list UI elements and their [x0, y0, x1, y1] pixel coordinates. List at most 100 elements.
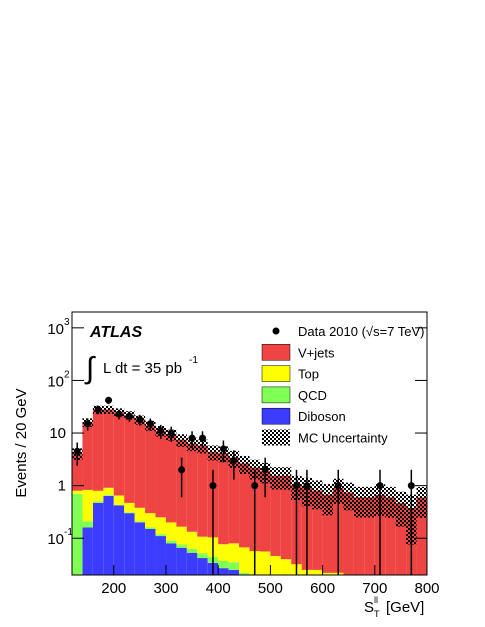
- data-point: [136, 416, 144, 424]
- data-point: [178, 466, 186, 474]
- x-axis-label-sub: T: [374, 609, 380, 619]
- histogram-segment: [186, 548, 198, 553]
- data-point: [251, 482, 259, 490]
- histogram-segment: [155, 534, 166, 537]
- uncertainty-band: [270, 467, 281, 490]
- histogram-segment: [385, 497, 396, 575]
- x-tick-label: 300: [153, 580, 178, 597]
- data-point: [125, 412, 133, 420]
- histogram-segment: [134, 507, 146, 522]
- histogram-segment: [228, 543, 240, 563]
- histogram-segment: [124, 415, 135, 503]
- y-axis-label: Events / 20 GeV: [13, 388, 30, 497]
- histogram-segment: [165, 434, 177, 523]
- histogram-segment: [124, 513, 135, 575]
- y-tick-exponent: 2: [64, 369, 70, 380]
- histogram-segment: [322, 494, 334, 573]
- histogram-segment: [113, 504, 125, 506]
- histogram-segment: [416, 497, 427, 575]
- histogram-segment: [155, 536, 166, 575]
- histogram-segment: [259, 470, 271, 552]
- lumi-exponent: -1: [189, 355, 198, 366]
- histogram-segment: [364, 497, 375, 575]
- histogram-segment: [259, 551, 271, 575]
- legend-label: Diboson: [298, 409, 346, 424]
- histogram-segment: [322, 572, 334, 575]
- x-tick-label: 400: [206, 580, 231, 597]
- histogram-segment: [218, 568, 229, 575]
- experiment-label: ATLAS: [89, 324, 142, 341]
- y-tick-exponent: 3: [64, 317, 70, 328]
- histogram-segment: [134, 419, 146, 508]
- data-point: [73, 447, 81, 455]
- legend-swatch: [261, 407, 291, 425]
- y-tick-label: 10: [47, 373, 64, 390]
- histogram-segment: [176, 544, 187, 548]
- data-point: [188, 434, 196, 442]
- x-tick-label: 600: [310, 580, 335, 597]
- histogram-segment: [280, 559, 292, 575]
- histogram-segment: [312, 490, 323, 570]
- histogram-segment: [270, 475, 281, 556]
- legend-label: MC Uncertainty: [298, 431, 388, 446]
- uncertainty-band: [364, 486, 375, 518]
- data-point: [84, 420, 92, 428]
- y-tick-label: 10: [49, 425, 66, 442]
- histogram-segment: [165, 543, 177, 575]
- histogram-segment: [72, 493, 83, 575]
- uncertainty-band: [176, 434, 187, 447]
- legend-swatch: [261, 386, 291, 404]
- data-point: [376, 482, 384, 490]
- legend-label: Top: [298, 367, 319, 382]
- histogram-segment: [72, 453, 83, 491]
- histogram-segment: [92, 409, 104, 491]
- x-tick-label: 500: [258, 580, 283, 597]
- data-point: [209, 482, 217, 490]
- histogram-segment: [239, 547, 250, 573]
- histogram-segment: [228, 457, 240, 544]
- histogram-segment: [176, 526, 187, 545]
- histogram-segment: [218, 560, 229, 569]
- uncertainty-band: [249, 459, 260, 480]
- uncertainty-band: [416, 486, 427, 518]
- histogram-segment: [103, 487, 114, 496]
- data-point: [334, 482, 342, 490]
- uncertainty-band: [353, 486, 365, 518]
- histogram-segment: [197, 553, 208, 559]
- histogram-segment: [72, 490, 83, 494]
- x-axis-label-sup: ll: [374, 595, 378, 605]
- histogram-segment: [113, 495, 125, 505]
- uncertainty-band: [312, 480, 323, 510]
- data-point: [261, 466, 269, 474]
- histogram-segment: [113, 412, 125, 496]
- histogram-segment: [92, 502, 104, 575]
- data-point: [219, 445, 227, 453]
- data-point: [303, 482, 311, 490]
- x-axis-label: S: [364, 599, 374, 616]
- histogram-segment: [186, 443, 198, 532]
- y-tick-label: 10: [47, 321, 64, 338]
- data-point: [105, 396, 113, 404]
- histogram-segment: [395, 503, 407, 575]
- histogram-segment: [82, 489, 93, 522]
- histogram-segment: [103, 495, 114, 575]
- y-tick-label: 10: [47, 531, 64, 548]
- x-tick-label: 800: [414, 580, 439, 597]
- legend-label: V+jets: [298, 345, 335, 360]
- histogram-segment: [270, 555, 281, 575]
- lumi-integral: ∫: [84, 352, 96, 385]
- histogram-segment: [145, 513, 156, 528]
- histogram-segment: [228, 569, 240, 575]
- uncertainty-band: [395, 491, 407, 527]
- uncertainty-band: [343, 482, 354, 511]
- histogram-segment: [343, 492, 354, 575]
- histogram-segment: [124, 512, 135, 514]
- legend-marker: [272, 327, 280, 335]
- uncertainty-band: [385, 486, 396, 518]
- x-axis-label-unit: [GeV]: [386, 599, 424, 616]
- histogram-segment: [155, 430, 166, 518]
- uncertainty-band: [207, 445, 219, 461]
- histogram-segment: [82, 521, 93, 528]
- histogram-segment: [176, 547, 187, 575]
